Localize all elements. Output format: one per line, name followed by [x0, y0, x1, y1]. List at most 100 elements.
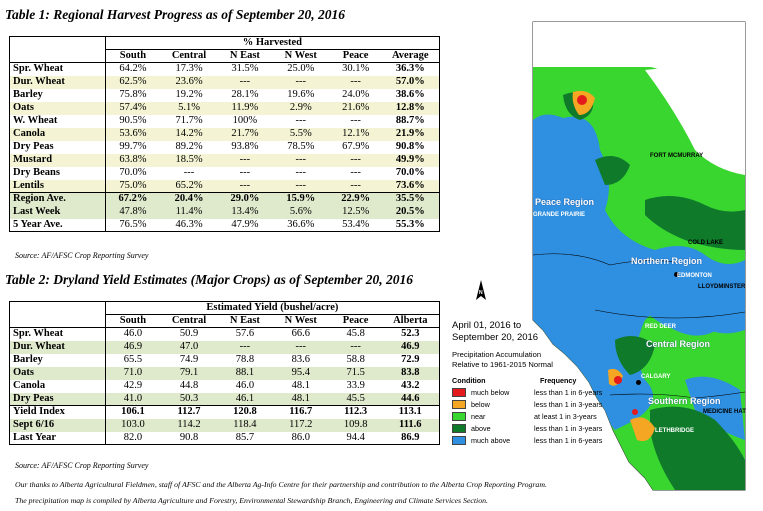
alberta-map-graphic — [476, 21, 746, 491]
table-cell: 35.5% — [381, 192, 440, 206]
table-cell: 25.0% — [287, 63, 315, 75]
table-cell: 28.1% — [231, 89, 259, 100]
region-label-southern: Southern Region — [648, 396, 721, 406]
table1-group-header: % Harvested — [105, 36, 440, 50]
precip-much-above-area — [635, 290, 730, 336]
table-row: Spr. Wheat 64.2% 17.3% 31.5% 25.0% 30.1% 36.3% — [9, 62, 440, 76]
table-row: Dry Beans 70.0% --- --- --- --- 70.0% — [9, 166, 440, 180]
table-cell: 55.3% — [395, 218, 425, 230]
table-cell: --- — [329, 153, 382, 167]
legend-date-line2: September 20, 2016 — [452, 332, 539, 343]
legend-frequency: at least 1 in 3-years — [534, 412, 597, 421]
table-cell: --- — [183, 167, 195, 178]
table-cell: 15.9% — [271, 192, 330, 206]
table2-col-header: Alberta — [393, 315, 428, 326]
table-cell: --- — [329, 179, 382, 193]
legend-condition: much below — [471, 388, 510, 397]
table-cell: 45.8 — [346, 328, 365, 340]
table-row: Canola 42.9 44.8 46.0 48.1 33.9 43.2 — [9, 379, 440, 393]
region-label-peace: Peace Region — [535, 197, 595, 207]
precip-much-above-area — [533, 114, 745, 430]
legend-condition: below — [471, 400, 490, 409]
row-label: Spr. Wheat — [9, 327, 106, 341]
table-summary-row: Last Week 47.8% 11.4% 13.4% 5.6% 12.5% 20.5% — [9, 205, 440, 219]
region-boundary — [609, 391, 746, 399]
table-cell: 62.5% — [105, 75, 161, 89]
table-row: Dry Peas 41.0 50.3 46.1 48.1 45.5 44.6 — [9, 392, 440, 406]
legend-swatch — [452, 388, 466, 397]
table1-title: Table 1: Regional Harvest Progress as of… — [5, 7, 345, 22]
table-row: Lentils 75.0% 65.2% --- --- --- 73.6% — [9, 179, 440, 193]
legend-item: above less than 1 in 3-years — [452, 423, 622, 434]
row-label: Region Ave. — [9, 192, 106, 206]
table-cell: 41.0 — [105, 392, 161, 406]
table-cell: 76.5% — [119, 218, 147, 230]
table-summary-row: Region Ave. 67.2% 20.4% 29.0% 15.9% 22.9% 35.5… — [9, 192, 440, 206]
table-cell: --- — [217, 340, 272, 354]
legend-frequency: less than 1 in 6-years — [534, 388, 603, 397]
table-cell: 12.5% — [329, 205, 382, 219]
precip-much-below-area — [632, 409, 638, 415]
table-summary-row: Last Year 82.0 90.8 85.7 86.0 94.4 86.9 — [9, 431, 440, 445]
table-cell: 48.1 — [271, 392, 330, 406]
legend-item: near at least 1 in 3-years — [452, 411, 622, 422]
table-cell: --- — [295, 115, 307, 126]
table-row: Dur. Wheat 62.5% 23.6% --- --- --- 57.0% — [9, 75, 440, 89]
table-cell: 11.4% — [160, 205, 218, 219]
table-cell: 93.8% — [231, 141, 259, 152]
table-cell: 58.8 — [346, 354, 365, 365]
city-dot-edmonton — [674, 272, 679, 277]
table-cell: 21.9% — [381, 127, 440, 141]
table-cell: 45.5 — [329, 392, 382, 406]
table-row: Oats 71.0 79.1 88.1 95.4 71.5 83.8 — [9, 366, 440, 380]
table-cell: 47.0 — [160, 340, 218, 354]
precip-much-below-area — [577, 95, 587, 105]
table-cell: 12.1% — [329, 127, 382, 141]
precip-above-area — [650, 406, 745, 490]
row-label: Spr. Wheat — [9, 62, 106, 76]
table-cell: --- — [217, 153, 272, 167]
city-label-cold-lake: COLD LAKE — [688, 240, 723, 246]
table-cell: 24.0% — [342, 89, 370, 100]
table-cell: 83.8 — [381, 366, 440, 380]
north-arrow — [476, 280, 486, 300]
table-cell: 64.2% — [119, 63, 147, 75]
table1-col-header: N East — [229, 50, 260, 61]
table-cell: 78.8 — [235, 354, 255, 365]
table-row: Spr. Wheat 46.0 50.9 57.6 66.6 45.8 52.3 — [9, 327, 440, 341]
table-cell: 116.7 — [271, 405, 330, 419]
table1-source: Source: AF/AFSC Crop Reporting Survey — [15, 251, 149, 260]
table-row: Barley 75.8% 19.2% 28.1% 19.6% 24.0% 38.6% — [9, 88, 440, 102]
legend-swatch — [452, 436, 466, 445]
table-cell: 88.1 — [217, 366, 272, 380]
table-cell: --- — [271, 179, 330, 193]
table-cell: 57.0% — [381, 75, 440, 89]
table-cell: 17.3% — [175, 63, 203, 75]
legend-item: much above less than 1 in 6-years — [452, 435, 622, 446]
table-cell: 12.8% — [381, 101, 440, 115]
table-cell: --- — [217, 179, 272, 193]
table-cell: 113.1 — [381, 405, 440, 419]
map-legend: April 01, 2016 to September 20, 2016 Pre… — [452, 320, 622, 450]
table-cell: 14.2% — [160, 127, 218, 141]
table-row: Dry Peas 99.7% 89.2% 93.8% 78.5% 67.9% 90.8% — [9, 140, 440, 154]
table-cell: 20.5% — [381, 205, 440, 219]
legend-subtitle-line1: Precipitation Accumulation — [452, 350, 542, 359]
table-cell: 88.7% — [395, 115, 425, 126]
table1-col-header: N West — [284, 50, 317, 61]
table-summary-row: Yield Index 106.1 112.7 120.8 116.7 112.3 113.… — [9, 405, 440, 419]
table-cell: 57.6 — [235, 328, 255, 340]
row-label: 5 Year Ave. — [9, 218, 106, 232]
table-cell: --- — [350, 115, 361, 126]
table-cell: 90.5% — [119, 115, 147, 126]
table-cell: 103.0 — [105, 418, 161, 432]
row-label: Last Year — [9, 431, 106, 445]
table2-col-header: Central — [171, 315, 207, 326]
table-cell: 66.6 — [291, 328, 310, 340]
table-cell: 48.1 — [291, 380, 310, 391]
table-cell: 11.9% — [217, 101, 272, 115]
table-cell: --- — [329, 75, 382, 89]
precip-above-area — [615, 336, 655, 375]
table-cell: 47.9% — [231, 218, 259, 230]
table-cell: 5.1% — [160, 101, 218, 115]
